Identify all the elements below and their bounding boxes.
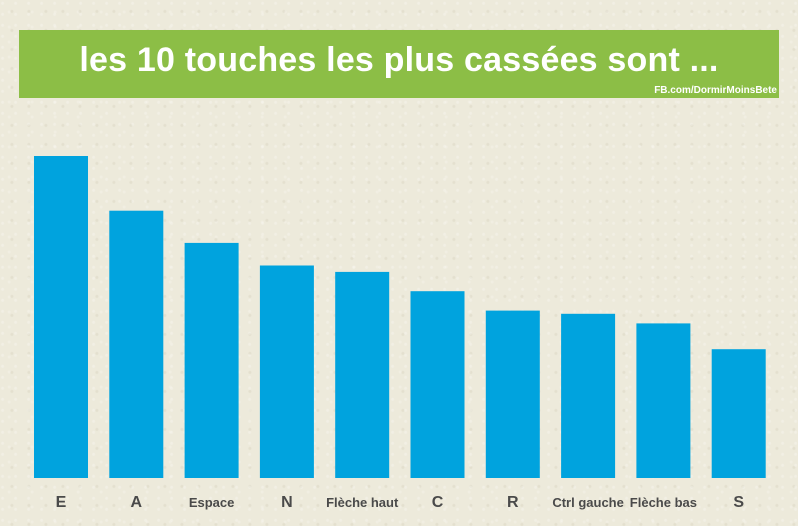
bar-1: [109, 210, 164, 478]
bar-7: [561, 313, 616, 478]
category-label-0: E: [56, 494, 67, 511]
category-labels-group: E A Espace N Flèche haut C R Ctrl gauche Flèche …: [56, 494, 745, 511]
bar-2: [184, 242, 239, 478]
category-label-5: C: [432, 494, 444, 511]
category-label-2: Espace: [189, 495, 235, 510]
bar-6: [485, 310, 540, 478]
category-label-9: S: [733, 494, 744, 511]
category-label-1: A: [131, 494, 143, 511]
bar-4: [335, 271, 390, 478]
bar-3: [259, 265, 314, 478]
chart-title: les 10 touches les plus cassées sont ...: [79, 41, 719, 79]
category-label-6: R: [507, 494, 519, 511]
category-label-3: N: [281, 494, 293, 511]
bars-group: [34, 156, 766, 478]
bar-8: [636, 323, 691, 478]
category-label-7: Ctrl gauche: [552, 495, 624, 510]
bar-9: [711, 349, 766, 478]
bar-0: [34, 156, 88, 478]
credit-text: FB.com/DormirMoinsBete: [654, 85, 777, 96]
category-label-4: Flèche haut: [326, 495, 399, 510]
category-label-8: Flèche bas: [630, 495, 697, 510]
title-banner: les 10 touches les plus cassées sont ...…: [19, 30, 779, 98]
bar-5: [410, 291, 465, 478]
